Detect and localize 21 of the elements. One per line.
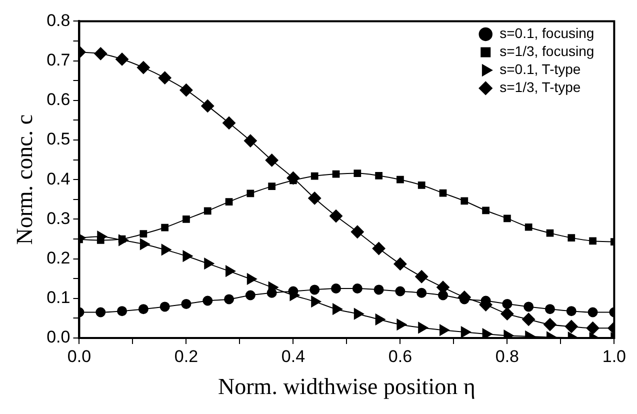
x-tick-label: 0.8 [495, 346, 520, 366]
legend-label: s=0.1, T-type [500, 61, 581, 78]
x-tick-label: 0.4 [281, 346, 306, 366]
y-axis-title: Norm. conc. c [12, 114, 37, 245]
legend-label: s=1/3, focusing [500, 43, 594, 60]
legend-label: s=1/3, T-type [500, 79, 581, 96]
y-tick-label: 0.3 [46, 208, 70, 228]
x-tick-label: 1.0 [602, 346, 626, 366]
y-tick-label: 0.8 [46, 10, 70, 30]
y-tick-label: 0.2 [46, 248, 70, 268]
x-tick-label: 0.2 [174, 346, 198, 366]
x-axis-title: Norm. widthwise position η [218, 374, 476, 400]
y-tick-label: 0.6 [46, 90, 70, 110]
legend-label: s=0.1, focusing [500, 25, 594, 42]
x-tick-label: 0.6 [388, 346, 412, 366]
y-tick-label: 0.1 [46, 288, 70, 308]
y-tick-label: 0.7 [46, 50, 70, 70]
y-tick-label: 0.0 [46, 328, 70, 347]
x-tick-label: 0.0 [67, 346, 92, 366]
y-tick-label: 0.4 [46, 169, 70, 188]
y-tick-label: 0.5 [46, 130, 70, 149]
